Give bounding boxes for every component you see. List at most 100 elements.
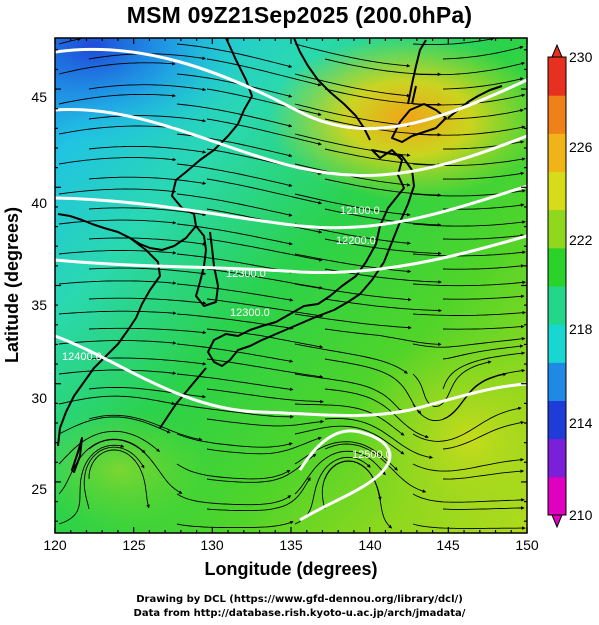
streamline <box>412 280 526 287</box>
coastline-sakhalin <box>407 39 427 105</box>
streamline <box>58 438 146 495</box>
contour-labels: 12300.0 12300.0 12200.0 12100.0 12400.0 … <box>62 205 392 461</box>
streamline <box>206 328 324 349</box>
streamline <box>206 88 322 116</box>
colorbar-segment <box>548 57 566 96</box>
streamline <box>176 373 294 392</box>
x-tick-label: 140 <box>358 537 382 553</box>
streamline <box>412 310 526 316</box>
streamline <box>442 506 525 510</box>
streamline <box>294 343 408 374</box>
streamline <box>58 219 177 225</box>
streamline <box>58 93 176 105</box>
contour-line <box>55 234 527 275</box>
map-title: MSM 09Z21Sep2025 (200.0hPa) <box>126 2 473 28</box>
streamline <box>206 388 324 404</box>
streamline <box>58 416 171 435</box>
streamline <box>294 425 405 455</box>
x-tick-label: 150 <box>515 537 539 553</box>
streamline <box>176 73 293 98</box>
colorbar-segment <box>548 209 566 249</box>
credits-line-drawing: Drawing by DCL (https://www.gfd-dennou.o… <box>136 594 463 605</box>
coastline-china-east <box>57 237 161 447</box>
streamline <box>206 436 322 455</box>
streamline <box>206 453 317 483</box>
contour-label: 12100.0 <box>340 205 380 217</box>
streamline <box>88 357 207 366</box>
streamline <box>324 298 442 313</box>
y-tick-label: 30 <box>31 390 47 406</box>
streamline <box>176 43 293 68</box>
colorbar-segment <box>548 438 566 478</box>
x-tick-label: 135 <box>279 537 303 553</box>
streamline <box>412 523 526 530</box>
colorbar-label: 222 <box>569 232 593 248</box>
streamline <box>88 145 207 154</box>
streamline <box>176 520 294 529</box>
streamline <box>412 125 526 136</box>
coastline-ryukyu <box>159 367 207 429</box>
streamline <box>176 193 293 217</box>
streamline <box>206 178 322 205</box>
x-tick-label: 145 <box>436 537 460 553</box>
y-tick-label: 45 <box>31 89 47 105</box>
streamline <box>442 324 525 330</box>
streamline <box>88 84 207 92</box>
contour-label: 12300.0 <box>226 268 266 280</box>
streamline <box>412 61 525 76</box>
streamline <box>88 115 207 123</box>
streamline <box>58 250 177 255</box>
streamline <box>324 178 442 197</box>
streamline <box>294 103 411 128</box>
y-axis-title: Latitude (degrees) <box>2 207 22 363</box>
streamline <box>324 443 427 493</box>
streamline <box>88 237 207 246</box>
colorbar-segment <box>548 95 566 134</box>
x-tick-label: 120 <box>43 537 67 553</box>
x-tick-label: 130 <box>200 537 224 553</box>
streamline <box>176 463 291 480</box>
colorbar-label: 210 <box>569 507 593 523</box>
streamline <box>294 193 411 217</box>
streamline <box>442 171 525 180</box>
streamline <box>206 268 323 290</box>
streamline <box>294 73 411 98</box>
y-axis: 25 30 35 40 45 Latitude (degrees) <box>2 89 47 497</box>
streamline <box>412 336 526 348</box>
streamline <box>442 351 526 390</box>
streamline <box>88 297 207 305</box>
streamline <box>412 493 525 503</box>
streamline <box>176 313 294 330</box>
height-contours <box>55 47 527 522</box>
streamline <box>176 103 293 128</box>
streamline <box>176 433 293 448</box>
colorbar-segment <box>548 400 566 440</box>
streamline <box>324 148 442 167</box>
streamline <box>206 477 311 512</box>
contour-line <box>298 429 392 522</box>
coastline-asia-mainland <box>57 38 371 251</box>
contour-label: 12500.0 <box>352 449 392 461</box>
contour-line <box>55 334 527 418</box>
coastline-japan <box>207 149 415 367</box>
y-tick-label: 25 <box>31 481 47 497</box>
streamline <box>442 77 524 90</box>
streamline <box>58 38 82 45</box>
colorbar-label: 214 <box>569 415 593 431</box>
streamline <box>324 388 429 439</box>
streamline <box>88 386 206 399</box>
streamline <box>324 328 442 347</box>
streamline <box>442 264 525 270</box>
contour-label: 12300.0 <box>230 307 270 319</box>
contour-line <box>55 107 527 177</box>
colorbar-segment <box>548 362 566 401</box>
streamline <box>58 444 125 525</box>
colorbar-segment <box>548 133 566 172</box>
streamline <box>443 108 524 120</box>
streamline <box>206 58 322 87</box>
streamline <box>294 450 386 495</box>
streamline <box>442 469 525 480</box>
x-axis-title: Longitude (degrees) <box>204 559 377 579</box>
wind-streamlines <box>58 38 526 530</box>
